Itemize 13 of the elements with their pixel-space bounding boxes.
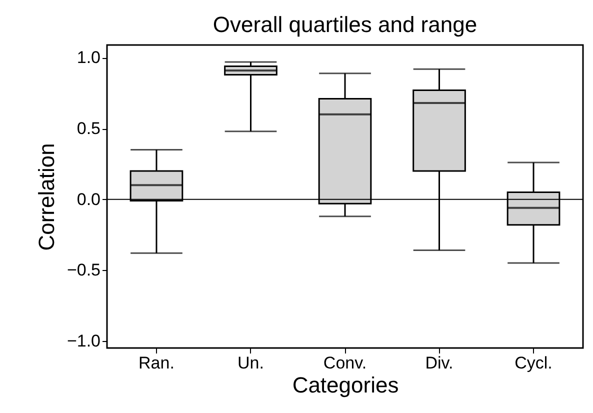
x-tick-label: Un. xyxy=(238,354,264,372)
x-tick-label: Cycl. xyxy=(514,354,552,372)
x-tick-label: Div. xyxy=(425,354,454,372)
chart-title: Overall quartiles and range xyxy=(212,12,478,37)
y-tick-label: −0.5 xyxy=(66,260,100,280)
y-axis-title: Correlation xyxy=(34,143,59,251)
y-tick-label: 0.0 xyxy=(76,190,100,209)
y-tick-label: −1.0 xyxy=(66,331,100,350)
x-axis-title: Categories xyxy=(292,372,399,398)
x-tick-label: Ran. xyxy=(138,354,174,372)
y-tick-label: 0.5 xyxy=(76,119,100,138)
y-tick-label: 1.0 xyxy=(76,48,100,68)
x-tick-label: Conv. xyxy=(323,354,367,372)
